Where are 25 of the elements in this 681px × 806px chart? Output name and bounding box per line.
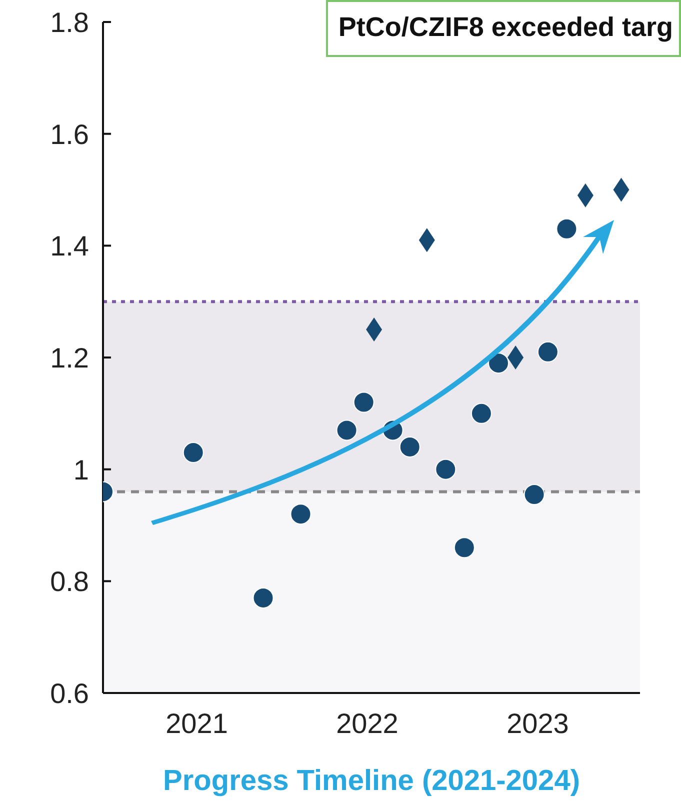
y-tick-label: 1.4 xyxy=(50,230,89,262)
x-tick-label: 2021 xyxy=(166,708,228,739)
x-axis-title: Progress Timeline (2021-2024) xyxy=(163,765,580,797)
point xyxy=(435,458,456,480)
point xyxy=(470,402,492,424)
chart-title: PtCo/CZIF8 exceeded targ xyxy=(326,0,681,57)
y-tick-label: 1.8 xyxy=(50,6,89,38)
point xyxy=(537,341,558,362)
y-tick-label: 0.6 xyxy=(50,678,89,709)
point xyxy=(556,218,578,240)
point xyxy=(454,537,475,558)
point xyxy=(399,436,420,458)
x-tick-label: 2023 xyxy=(506,708,569,739)
point xyxy=(182,442,204,464)
point xyxy=(336,420,358,441)
point xyxy=(353,392,374,413)
x-tick-label: 2022 xyxy=(336,708,398,739)
point xyxy=(252,587,274,608)
y-tick-label: 1.6 xyxy=(50,118,89,150)
y-tick-label: 0.8 xyxy=(50,566,89,598)
y-tick-label: 1.2 xyxy=(50,342,89,374)
y-tick-label: 1 xyxy=(73,454,89,486)
point xyxy=(488,352,510,374)
point xyxy=(524,484,545,505)
point xyxy=(290,504,312,525)
